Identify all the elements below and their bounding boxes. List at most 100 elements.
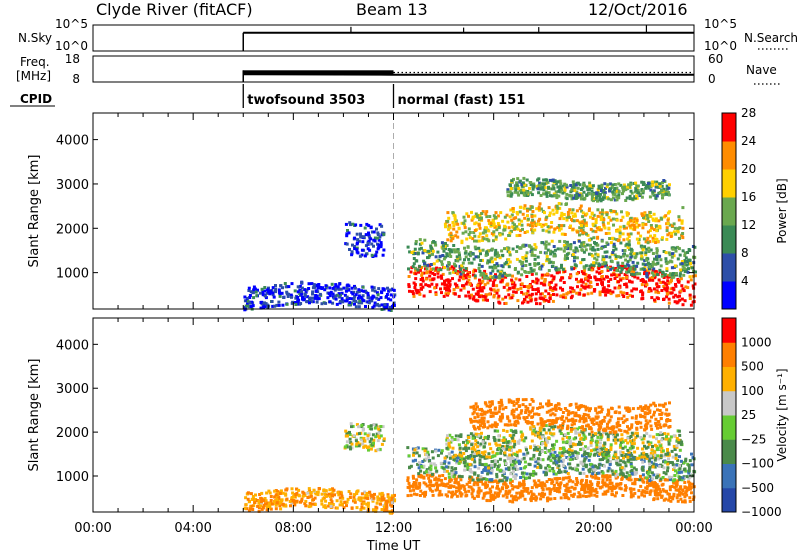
power-cell (460, 221, 464, 225)
velocity-cell (509, 457, 513, 460)
velocity-cell (522, 452, 526, 456)
cpid-segment-1: normal (fast) 151 (398, 93, 526, 108)
power-cell (476, 215, 480, 219)
power-cell (688, 258, 692, 262)
power-cell (497, 294, 501, 298)
velocity-cell (640, 458, 644, 461)
power-cell (600, 212, 604, 216)
velocity-cell (345, 440, 349, 444)
power-cell (455, 255, 459, 259)
power-cell (471, 237, 475, 241)
power-cell (515, 250, 519, 253)
power-cell (607, 197, 611, 201)
power-cell (363, 226, 367, 230)
power-cell (560, 263, 563, 267)
power-cell (479, 252, 482, 256)
power-cell (421, 279, 425, 283)
power-cell (616, 239, 620, 243)
velocity-cell (476, 474, 480, 478)
velocity-cell (553, 497, 557, 500)
power-cell (578, 226, 582, 230)
power-cell (666, 275, 670, 279)
velocity-cell (467, 446, 471, 450)
power-cell (261, 290, 265, 294)
power-cell (525, 251, 529, 255)
velocity-cell (440, 493, 444, 497)
velocity-cell (462, 447, 466, 451)
freq-series (243, 73, 694, 76)
power-cell (576, 186, 580, 190)
power-cell (474, 269, 478, 273)
power-cell (337, 287, 341, 291)
velocity-cell (544, 431, 548, 435)
power-cell (555, 293, 559, 297)
velocity-cell (611, 456, 615, 460)
power-cell (485, 276, 489, 280)
velocity-cell (450, 471, 454, 475)
velocity-cell (431, 472, 434, 476)
power-cell (640, 283, 644, 287)
power-cell (629, 267, 633, 271)
power-cell (629, 232, 633, 236)
power-cell (534, 288, 538, 292)
power-cell (615, 218, 619, 222)
power-cell (641, 293, 645, 297)
power-cell (621, 276, 625, 280)
velocity-cell (431, 493, 435, 497)
velocity-cell (548, 469, 552, 473)
velocity-cell (321, 497, 325, 501)
power-cell (563, 233, 567, 236)
power-cell (461, 261, 465, 265)
power-cell (468, 282, 472, 286)
power-cell (562, 249, 566, 253)
velocity-cell (492, 497, 496, 501)
velocity-cell (273, 489, 277, 493)
power-cell (526, 194, 529, 197)
velocity-cell (490, 460, 494, 463)
power-cell (448, 249, 452, 253)
power-cell (380, 303, 384, 307)
power-cell (641, 226, 645, 230)
velocity-cell (509, 478, 513, 482)
velocity-cell (668, 485, 672, 489)
velocity-cell (582, 459, 586, 463)
power-cell (547, 242, 551, 246)
velocity-cell (485, 455, 489, 459)
power-cell (665, 187, 669, 191)
power-cell (580, 278, 583, 282)
power-cell (434, 291, 438, 295)
power-cell (690, 266, 694, 270)
velocity-cell (449, 455, 453, 459)
power-cell (655, 229, 659, 233)
power-cell (467, 257, 471, 261)
velocity-cell (531, 457, 535, 461)
power-cell (651, 183, 655, 187)
power-cell (408, 289, 411, 293)
power-cell (473, 234, 477, 238)
noise-right-label: N.Search (744, 31, 798, 45)
power-cell (346, 283, 350, 287)
power-cell (494, 237, 498, 241)
velocity-cell (613, 486, 617, 490)
power-cell (440, 241, 444, 245)
velocity-cell (608, 478, 612, 482)
velocity-cell (603, 481, 607, 485)
power-cell (522, 292, 525, 296)
power-cell (481, 271, 485, 275)
velocity-cell (557, 464, 561, 468)
velocity-cell (248, 500, 251, 504)
power-cell (431, 267, 435, 271)
velocity-cell (605, 478, 609, 482)
velocity-cell (417, 454, 421, 458)
power-cell (520, 282, 524, 286)
power-cell (533, 280, 537, 284)
power-cell (617, 196, 621, 200)
velocity-cell (603, 475, 607, 479)
power-cell (688, 297, 692, 300)
velocity-cell (576, 442, 580, 446)
power-cell (473, 298, 477, 302)
power-cell (615, 269, 619, 273)
power-cell (542, 188, 546, 192)
velocity-cell (535, 496, 539, 500)
velocity-cell (619, 482, 622, 486)
